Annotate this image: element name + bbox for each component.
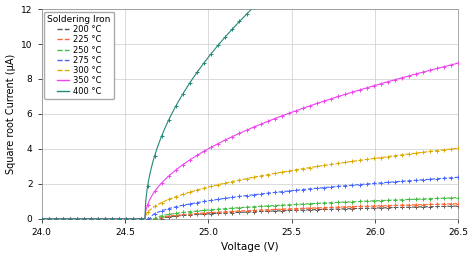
Y-axis label: Square root Current (µA): Square root Current (µA) [6,54,16,174]
Legend: 200 °C, 225 °C, 250 °C, 275 °C, 300 °C, 350 °C, 400 °C: 200 °C, 225 °C, 250 °C, 275 °C, 300 °C, … [44,12,114,99]
X-axis label: Voltage (V): Voltage (V) [221,243,279,252]
